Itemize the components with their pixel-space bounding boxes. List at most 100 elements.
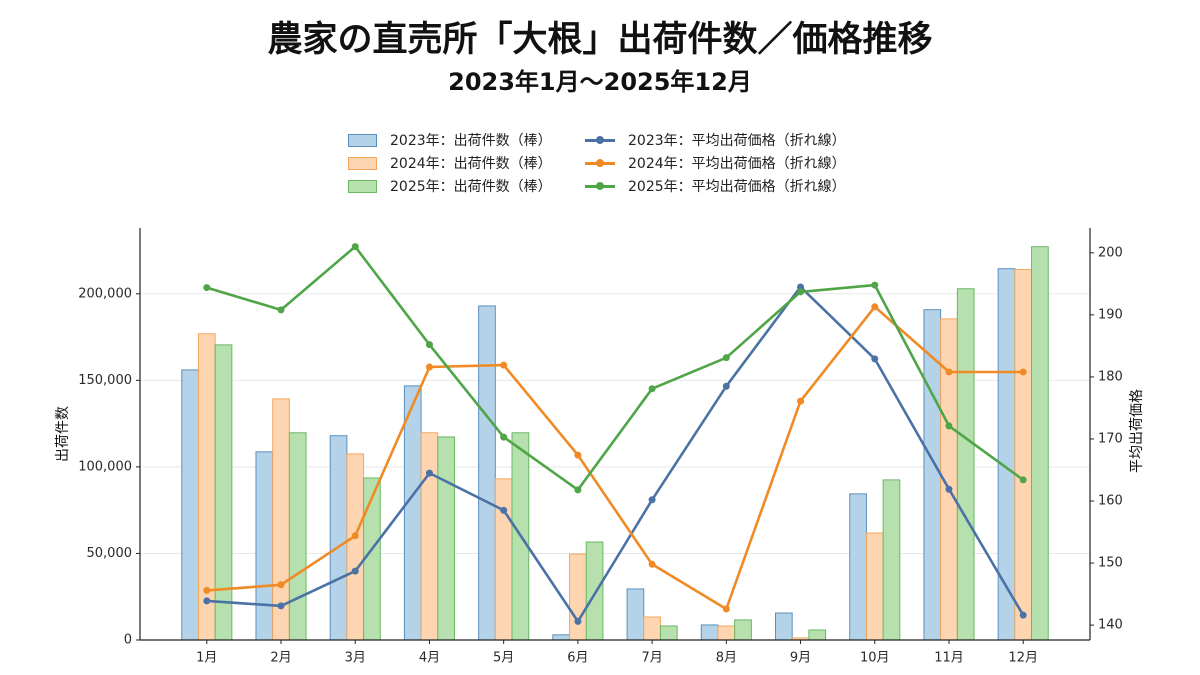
price-point-series5-month4	[425, 363, 433, 371]
price-point-series5-month5	[500, 361, 508, 369]
bar-series3-month11	[956, 288, 975, 641]
legend-label: 2023年：出荷件数（棒）	[390, 133, 552, 149]
bar-series1-month7	[626, 588, 645, 641]
price-point-series6-month1	[203, 284, 211, 292]
legend-item-2023-shipments: 2023年：出荷件数（棒）	[348, 131, 552, 149]
bar-series2-month5	[494, 478, 513, 641]
price-point-series5-month8	[722, 605, 730, 613]
price-point-series5-month2	[277, 581, 285, 589]
bar-series1-month2	[255, 451, 274, 641]
price-point-series5-month12	[1019, 368, 1027, 376]
legend-bar-swatch	[348, 133, 377, 147]
price-point-series5-month7	[648, 560, 656, 568]
bar-series3-month10	[882, 479, 901, 641]
price-point-series4-month6	[574, 617, 582, 625]
legend-line-swatch	[585, 154, 615, 172]
bar-series2-month6	[569, 553, 587, 641]
legend-item-2025-price: 2025年：平均出荷価格（折れ線）	[585, 177, 846, 195]
right-tick-label: 180	[1098, 369, 1123, 384]
bar-series1-month8	[700, 624, 719, 641]
bar-series3-month6	[585, 541, 604, 641]
right-axis-title: 平均出荷価格	[1129, 389, 1145, 473]
bar-series1-month4	[403, 385, 422, 641]
legend-bar-swatch	[348, 156, 377, 170]
x-tick-label: 9月	[790, 651, 811, 666]
chart-subtitle: 2023年1月～2025年12月	[448, 68, 752, 96]
chart-title: 農家の直売所「大根」出荷件数／価格推移	[267, 20, 933, 60]
x-tick-label: 5月	[493, 651, 514, 666]
legend-label: 2023年：平均出荷価格（折れ線）	[628, 133, 846, 149]
price-point-series6-month9	[797, 288, 805, 296]
bar-series1-month6	[552, 634, 571, 641]
bar-series1-month5	[478, 305, 496, 641]
price-point-series4-month11	[945, 485, 953, 493]
legend-item-2025-shipments: 2025年：出荷件数（棒）	[348, 177, 552, 195]
price-line-series4	[206, 285, 1025, 623]
price-point-series4-month12	[1019, 611, 1027, 619]
bar-series3-month7	[659, 625, 678, 641]
legend-bar-swatch	[348, 179, 377, 193]
bar-series3-month12	[1031, 246, 1049, 641]
price-point-series6-month11	[945, 422, 953, 430]
legend-item-2023-price: 2023年：平均出荷価格（折れ線）	[585, 131, 846, 149]
right-tick-label: 170	[1098, 431, 1123, 446]
x-tick-label: 6月	[567, 651, 588, 666]
price-point-series5-month11	[945, 368, 953, 376]
left-axis-title: 出荷件数	[55, 406, 71, 462]
price-point-series4-month5	[500, 506, 508, 514]
left-tick-label: 100,000	[78, 459, 132, 474]
bar-series2-month3	[346, 453, 365, 641]
price-line-series6	[206, 245, 1024, 492]
legend-label: 2024年：出荷件数（棒）	[390, 156, 552, 172]
x-tick-label: 10月	[860, 651, 890, 666]
right-tick-label: 190	[1098, 307, 1123, 322]
bar-series2-month10	[865, 532, 884, 641]
price-point-series4-month9	[797, 283, 805, 291]
price-point-series5-month3	[351, 532, 359, 540]
legend-label: 2025年：平均出荷価格（折れ線）	[628, 179, 846, 195]
price-point-series4-month2	[277, 602, 285, 610]
price-point-series5-month9	[797, 397, 805, 405]
right-tick-label: 160	[1098, 494, 1123, 509]
x-tick-label: 2月	[270, 651, 291, 666]
bar-series1-month3	[329, 435, 348, 641]
price-point-series6-month3	[351, 243, 359, 251]
price-point-series6-month12	[1019, 476, 1027, 484]
x-tick-label: 3月	[345, 651, 366, 666]
x-tick-label: 8月	[716, 651, 737, 666]
legend-line-swatch	[585, 177, 615, 195]
price-point-series4-month7	[648, 496, 656, 504]
bar-series1-month9	[774, 612, 793, 641]
bar-series2-month1	[197, 333, 216, 641]
legend-item-2024-price: 2024年：平均出荷価格（折れ線）	[585, 154, 846, 172]
x-tick-label: 12月	[1008, 651, 1038, 666]
x-tick-label: 1月	[196, 651, 217, 666]
price-point-series4-month10	[871, 355, 879, 363]
price-point-series4-month4	[425, 469, 433, 477]
x-tick-label: 11月	[934, 651, 964, 666]
price-point-series4-month3	[351, 567, 359, 575]
bar-series1-month11	[923, 309, 942, 641]
legend-label: 2025年：出荷件数（棒）	[390, 179, 552, 195]
price-point-series6-month10	[871, 281, 879, 289]
legend-line-swatch	[585, 131, 615, 149]
bar-series2-month12	[1014, 269, 1033, 641]
legend-item-2024-shipments: 2024年：出荷件数（棒）	[348, 154, 552, 172]
price-lines	[203, 243, 1027, 625]
price-point-series6-month2	[277, 306, 285, 314]
bar-series2-month7	[643, 616, 661, 641]
bar-series3-month9	[808, 629, 827, 641]
bar-series3-month2	[288, 432, 307, 641]
price-point-series6-month6	[574, 486, 582, 494]
shipment-bars	[181, 246, 1049, 641]
price-point-series6-month4	[425, 341, 433, 349]
left-tick-label: 150,000	[78, 373, 132, 388]
bar-series2-month8	[717, 625, 736, 641]
price-point-series5-month10	[871, 303, 879, 311]
x-tick-label: 4月	[419, 651, 440, 666]
price-point-series5-month1	[203, 586, 211, 594]
axes: 0 50,000 100,000 150,000 200,000 140 150 160 170…	[55, 228, 1145, 666]
bar-series3-month1	[214, 344, 233, 641]
price-point-series4-month1	[203, 597, 211, 605]
